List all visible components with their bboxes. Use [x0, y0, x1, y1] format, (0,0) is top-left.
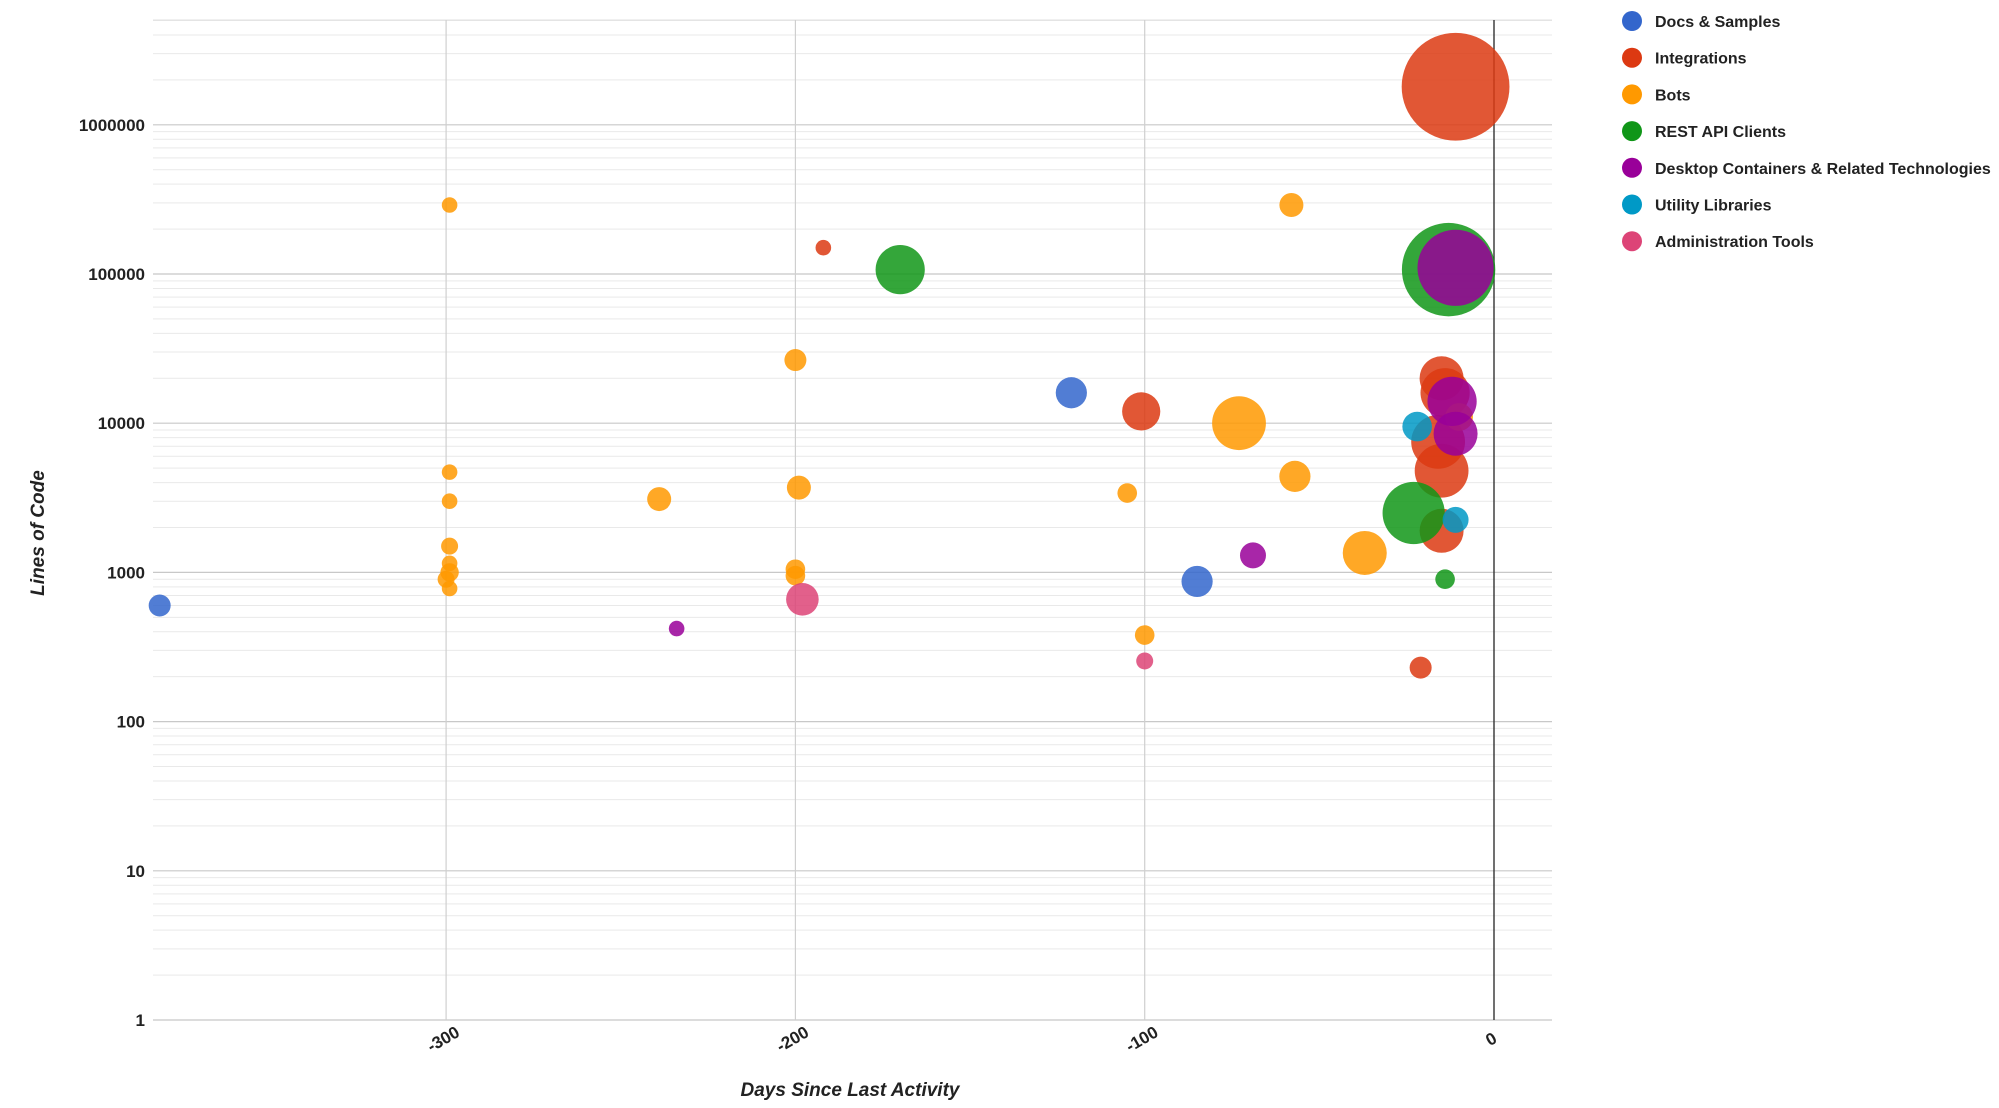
x-tick-label: -300 — [424, 1023, 463, 1056]
bubble-point[interactable] — [1342, 530, 1387, 575]
y-tick-label: 1000 — [107, 563, 145, 582]
bubble-point[interactable] — [647, 487, 672, 512]
bubble-point[interactable] — [1442, 506, 1469, 533]
legend-label: REST API Clients — [1655, 124, 1786, 141]
legend-label: Docs & Samples — [1655, 14, 1780, 31]
bubble-point[interactable] — [815, 239, 832, 256]
bubble-point[interactable] — [1409, 656, 1432, 679]
y-tick-label: 10 — [126, 862, 145, 881]
legend-marker — [1622, 121, 1642, 142]
x-tick-label: -200 — [773, 1023, 812, 1056]
bubble-point[interactable] — [875, 245, 925, 295]
bubble-point[interactable] — [441, 580, 458, 597]
bubble-point[interactable] — [1414, 443, 1469, 498]
bubble-point[interactable] — [1122, 392, 1161, 431]
minor-gridlines — [153, 19, 1552, 976]
bubble-point[interactable] — [1055, 377, 1087, 409]
legend: Docs & Samples Integrations Bots REST API C… — [1622, 11, 1991, 252]
legend-label: Desktop Containers & Related Technologie… — [1655, 161, 1991, 178]
bubble-point[interactable] — [785, 565, 806, 586]
x-axis-title: Days Since Last Activity — [741, 1080, 961, 1101]
bubble-point[interactable] — [441, 493, 458, 510]
bubble-point[interactable] — [1181, 565, 1213, 598]
legend-label: Integrations — [1655, 51, 1747, 68]
bubble-point[interactable] — [1279, 460, 1311, 492]
x-tick-label: -100 — [1122, 1023, 1161, 1056]
bubble-point[interactable] — [148, 594, 171, 617]
bubble-point[interactable] — [1239, 542, 1266, 569]
y-axis-ticks: 1 10 100 1000 10000 100000 1000000 — [79, 116, 145, 1030]
y-tick-label: 10000 — [98, 414, 145, 433]
legend-marker — [1622, 231, 1642, 252]
bubble-point[interactable] — [441, 537, 459, 555]
bubble-point[interactable] — [1401, 32, 1510, 141]
legend-marker — [1622, 47, 1642, 68]
bubble-point[interactable] — [441, 197, 458, 213]
y-tick-label: 1000000 — [79, 116, 145, 135]
bubble-point[interactable] — [1435, 569, 1455, 590]
y-tick-label: 1 — [136, 1011, 145, 1030]
y-axis-title: Lines of Code — [28, 470, 49, 596]
bubble-point[interactable] — [786, 475, 811, 500]
data-points — [148, 32, 1510, 679]
bubble-point[interactable] — [1382, 481, 1445, 545]
bubble-point[interactable] — [1402, 411, 1432, 442]
bubble-point[interactable] — [1212, 396, 1266, 451]
major-gridlines — [153, 124, 1552, 1021]
bubble-point[interactable] — [1279, 193, 1304, 218]
bubble-point[interactable] — [784, 349, 807, 372]
legend-label: Bots — [1655, 87, 1691, 104]
legend-marker — [1622, 194, 1642, 215]
legend-label: Administration Tools — [1655, 234, 1814, 251]
bubble-point[interactable] — [1433, 411, 1478, 456]
x-axis-ticks: -300 -200 -100 0 — [424, 1023, 1500, 1056]
bubble-point[interactable] — [668, 620, 685, 637]
y-tick-label: 100000 — [88, 265, 145, 284]
bubble-point[interactable] — [786, 583, 819, 616]
x-gridlines — [445, 20, 1495, 1020]
bubble-point[interactable] — [1134, 625, 1155, 645]
bubble-point[interactable] — [1417, 229, 1494, 306]
legend-marker — [1622, 11, 1642, 31]
x-tick-label: 0 — [1482, 1029, 1500, 1050]
bubble-point[interactable] — [1136, 652, 1154, 670]
legend-marker — [1622, 84, 1642, 105]
y-tick-label: 100 — [117, 713, 145, 732]
bubble-point[interactable] — [441, 464, 458, 480]
legend-marker — [1622, 157, 1642, 178]
bubble-point[interactable] — [1117, 483, 1138, 503]
legend-label: Utility Libraries — [1655, 198, 1772, 215]
